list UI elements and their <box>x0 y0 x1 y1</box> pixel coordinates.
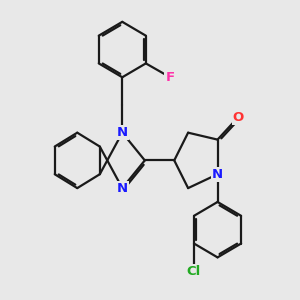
Text: N: N <box>212 168 223 181</box>
Text: F: F <box>166 71 175 84</box>
Text: N: N <box>117 126 128 139</box>
Text: Cl: Cl <box>187 265 201 278</box>
Text: N: N <box>117 182 128 195</box>
Text: O: O <box>233 111 244 124</box>
